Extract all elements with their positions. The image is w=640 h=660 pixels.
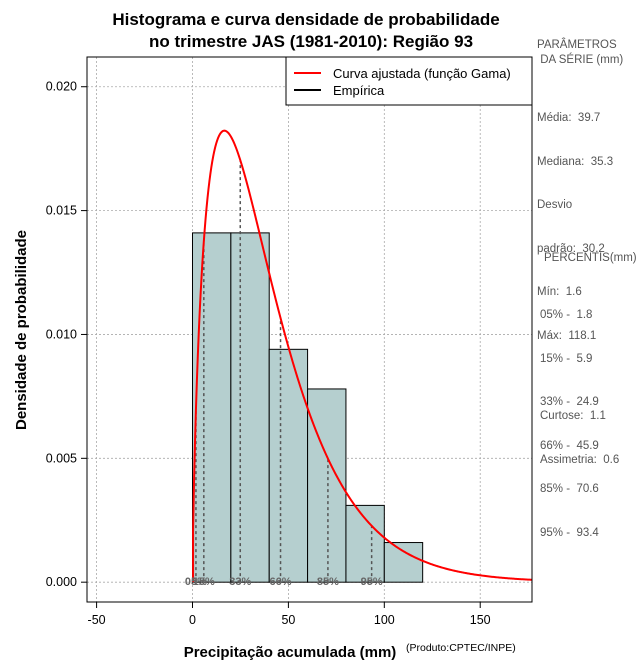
series-stats-list: Média: 39.7 Mediana: 35.3 Desvio padrão:…: [537, 82, 613, 358]
stat-skewness: Assimetria: 0.6: [540, 453, 620, 466]
legend: Curva ajustada (função Gama) Empírica: [285, 56, 533, 106]
legend-box: [285, 56, 533, 106]
percentile-label: 15%: [193, 576, 215, 588]
percentis-list: 05% - 1.8 15% - 5.9 33% - 24.9 66% - 45.…: [540, 279, 599, 555]
y-tick-label: 0.010: [46, 327, 77, 341]
fitted-curve-layer: [192, 129, 532, 583]
stat-stddev-label: Desvio: [537, 199, 573, 211]
percentil-15: 15% - 5.9: [540, 352, 593, 365]
percentile-label: 05%: [185, 576, 207, 588]
x-tick-label: -50: [88, 613, 106, 627]
stat-mean: Média: 39.7: [537, 112, 601, 124]
params-title-line-1: PARÂMETROS: [537, 39, 617, 51]
stat-median: Mediana: 35.3: [537, 155, 614, 168]
y-tick-label: 0.000: [46, 575, 77, 589]
percentil-85: 85% - 70.6: [540, 483, 599, 495]
series-parameters-title: PARÂMETROS DA SÉRIE (mm): [537, 38, 623, 67]
params-title-line-2: DA SÉRIE (mm): [537, 53, 624, 66]
percentil-33: 33% - 24.9: [540, 396, 599, 408]
histogram-bar: [383, 542, 424, 583]
credit-text: (Produto:CPTEC/INPE): [406, 642, 516, 654]
stat-stddev: padrão: 30.2: [537, 242, 605, 255]
percentil-95: 95% - 93.4: [540, 526, 599, 539]
histogram-bar: [268, 348, 309, 583]
chart-title-line-2: no trimestre JAS (1981-2010): Região 93: [149, 32, 473, 51]
x-tick-label: 0: [189, 613, 196, 627]
x-tick-label: 150: [470, 613, 491, 627]
percentil-05: 05% - 1.8: [540, 309, 593, 321]
shape-stats-list: Curtose: 1.1 Assimetria: 0.6: [540, 380, 619, 482]
y-tick-label: 0.020: [46, 80, 77, 94]
percentil-66: 66% - 45.9: [540, 439, 599, 452]
stat-max: Máx: 118.1: [537, 329, 597, 342]
percentile-label: 85%: [317, 576, 339, 588]
histogram-bar: [230, 232, 270, 583]
x-tick-label: 50: [281, 613, 295, 627]
percentile-label: 95%: [361, 576, 383, 588]
percentile-label: 66%: [270, 576, 292, 588]
y-axis: 0.000 0.005 0.010 0.015 0.020: [46, 80, 87, 589]
x-axis: -50 0 50 100 150: [88, 602, 491, 627]
legend-label-empirical: Empírica: [333, 83, 385, 98]
histogram-bar: [191, 232, 232, 583]
y-axis-label: Densidade de probabilidade: [13, 230, 30, 430]
histogram-bar: [307, 388, 347, 583]
percentile-labels: 05%15% 33% 66% 85% 95%: [185, 576, 383, 588]
x-axis-label: Precipitação acumulada (mm): [184, 644, 397, 660]
fitted-curve: [192, 129, 532, 583]
y-tick-label: 0.005: [46, 451, 77, 465]
stat-kurtosis: Curtose: 1.1: [540, 410, 606, 422]
x-tick-label: 100: [374, 613, 395, 627]
legend-label-fitted: Curva ajustada (função Gama): [333, 66, 511, 81]
histogram-bar: [345, 504, 385, 583]
chart-title-line-1: Histograma e curva densidade de probabil…: [112, 10, 499, 29]
stat-min: Mín: 1.6: [537, 286, 582, 298]
percentis-title: PERCENTIS(mm): [544, 252, 637, 264]
y-tick-label: 0.015: [46, 204, 77, 218]
percentile-label: 33%: [229, 576, 251, 588]
